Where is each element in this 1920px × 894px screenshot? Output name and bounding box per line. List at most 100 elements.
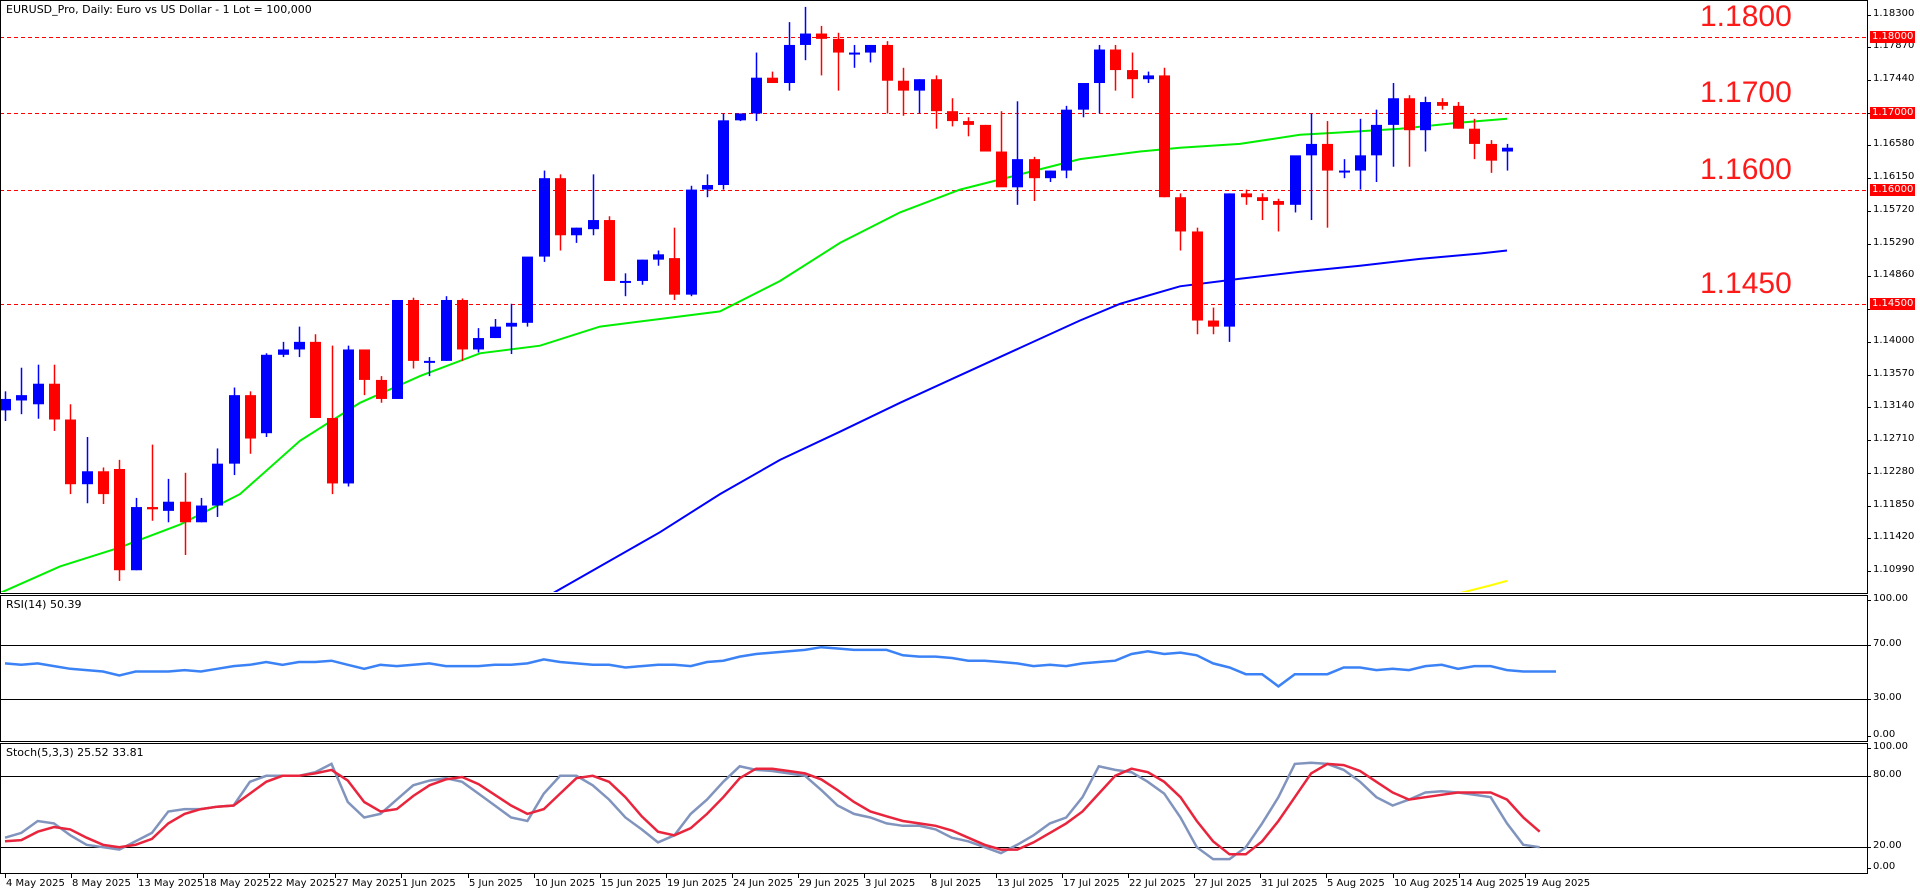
- candle-body: [1420, 102, 1431, 131]
- main-plot: [1, 6, 1867, 592]
- date-tick-label: 10 Jun 2025: [535, 878, 596, 889]
- candle-body: [294, 341, 305, 350]
- date-tick-label: 27 Jul 2025: [1195, 878, 1252, 889]
- date-tick-label: 13 May 2025: [138, 878, 204, 889]
- main-pane-frame: [0, 0, 1868, 594]
- candle-body: [424, 360, 435, 363]
- candle-body: [1486, 143, 1497, 161]
- price-tick-label: 1.17440: [1873, 72, 1915, 84]
- stoch-pane-frame: [0, 743, 1868, 874]
- candle-body: [1078, 83, 1089, 110]
- candle-body: [718, 120, 729, 186]
- price-tick-label: 1.14860: [1873, 269, 1915, 281]
- date-tick-label: 5 Aug 2025: [1327, 878, 1385, 889]
- date-tick-label: 19 Jun 2025: [667, 878, 728, 889]
- rsi-axis-tick-label: 30.00: [1873, 691, 1902, 703]
- candle-body: [931, 79, 942, 112]
- price-tick-label: 1.11420: [1873, 531, 1915, 543]
- candle-body: [751, 77, 762, 114]
- date-tick-label: 27 May 2025: [336, 878, 402, 889]
- candle-body: [376, 379, 387, 399]
- candle-body: [1469, 128, 1480, 144]
- candle-body: [963, 121, 974, 125]
- candle-body: [882, 44, 893, 81]
- stoch-axis-tick-label: 20.00: [1873, 840, 1902, 852]
- candle-body: [327, 417, 338, 484]
- price-tick-label: 1.13140: [1873, 400, 1915, 412]
- candle-body: [555, 178, 566, 236]
- candle-body: [441, 299, 452, 361]
- price-tick-label: 1.15290: [1873, 236, 1915, 248]
- candle-body: [98, 471, 109, 495]
- date-tick-label: 19 Aug 2025: [1526, 878, 1591, 889]
- chart-title: EURUSD_Pro, Daily: Euro vs US Dollar - 1…: [6, 3, 312, 16]
- candle-body: [1241, 193, 1252, 198]
- rsi-label: RSI(14) 50.39: [6, 598, 82, 611]
- rsi-axis-tick-label: 0.00: [1873, 729, 1896, 740]
- stoch-signal-line: [4, 762, 1541, 856]
- candle-body: [784, 44, 795, 84]
- candle-body: [1175, 197, 1186, 232]
- date-tick-label: 3 Jul 2025: [865, 878, 916, 889]
- date-tick-label: 8 Jul 2025: [931, 878, 982, 889]
- date-tick-label: 22 Jul 2025: [1129, 878, 1186, 889]
- stoch-axis-tick-label: 100.00: [1873, 741, 1908, 752]
- candle-body: [653, 254, 664, 260]
- candle-body: [571, 227, 582, 236]
- candle-body: [147, 507, 158, 510]
- candle-body: [620, 280, 631, 283]
- price-tick-label: 1.11850: [1873, 498, 1915, 510]
- date-tick-label: 22 May 2025: [270, 878, 336, 889]
- candle-body: [49, 383, 60, 420]
- candle-body: [1404, 98, 1415, 131]
- rsi-axis-tick-label: 70.00: [1873, 637, 1902, 649]
- candle-body: [898, 80, 909, 91]
- stoch-axis-tick-label: 0.00: [1873, 861, 1896, 872]
- level-text-label: 1.1600: [1700, 152, 1792, 186]
- candle-body: [637, 259, 648, 281]
- date-tick-label: 4 May 2025: [6, 878, 65, 889]
- candle-body: [1045, 170, 1056, 179]
- candle-body: [310, 341, 321, 418]
- candle-body: [16, 395, 27, 401]
- price-tick-label: 1.16150: [1873, 171, 1915, 183]
- candle-body: [604, 220, 615, 281]
- date-tick-label: 1 Jun 2025: [402, 878, 456, 889]
- candle-body: [1388, 98, 1399, 125]
- candle-body: [702, 185, 713, 190]
- candle-body: [65, 419, 76, 485]
- candle-body: [278, 349, 289, 355]
- date-tick-label: 15 Jun 2025: [601, 878, 662, 889]
- candle-body: [457, 299, 468, 350]
- candle-body: [114, 468, 125, 571]
- level-price-tag: 1.18000: [1870, 31, 1916, 44]
- level-price-tag: 1.16000: [1870, 183, 1916, 196]
- date-tick-label: 18 May 2025: [204, 878, 270, 889]
- candle-body: [212, 463, 223, 506]
- price-tick-label: 1.17870: [1873, 40, 1915, 52]
- candle-body: [1094, 49, 1105, 84]
- candle-body: [473, 338, 484, 350]
- candle-body: [180, 501, 191, 523]
- candle-body: [686, 189, 697, 295]
- candle-body: [1257, 197, 1268, 202]
- candle-body: [1, 398, 11, 411]
- level-text-label: 1.1800: [1700, 0, 1792, 34]
- date-tick-label: 24 Jun 2025: [733, 878, 794, 889]
- candle-body: [865, 44, 876, 53]
- candle-body: [1159, 75, 1170, 198]
- stoch-main-line: [4, 761, 1540, 861]
- candle-body: [392, 299, 403, 399]
- level-text-label: 1.1700: [1700, 76, 1792, 110]
- price-tick-label: 1.15720: [1873, 203, 1915, 215]
- price-tick-label: 1.10990: [1873, 564, 1915, 575]
- candle-body: [82, 471, 93, 485]
- candle-body: [816, 33, 827, 39]
- level-text-label: 1.1450: [1700, 266, 1792, 300]
- candle-body: [1306, 143, 1317, 156]
- candle-body: [1339, 170, 1350, 173]
- date-tick-label: 17 Jul 2025: [1063, 878, 1120, 889]
- candle-body: [490, 326, 501, 339]
- date-tick-label: 10 Aug 2025: [1394, 878, 1459, 889]
